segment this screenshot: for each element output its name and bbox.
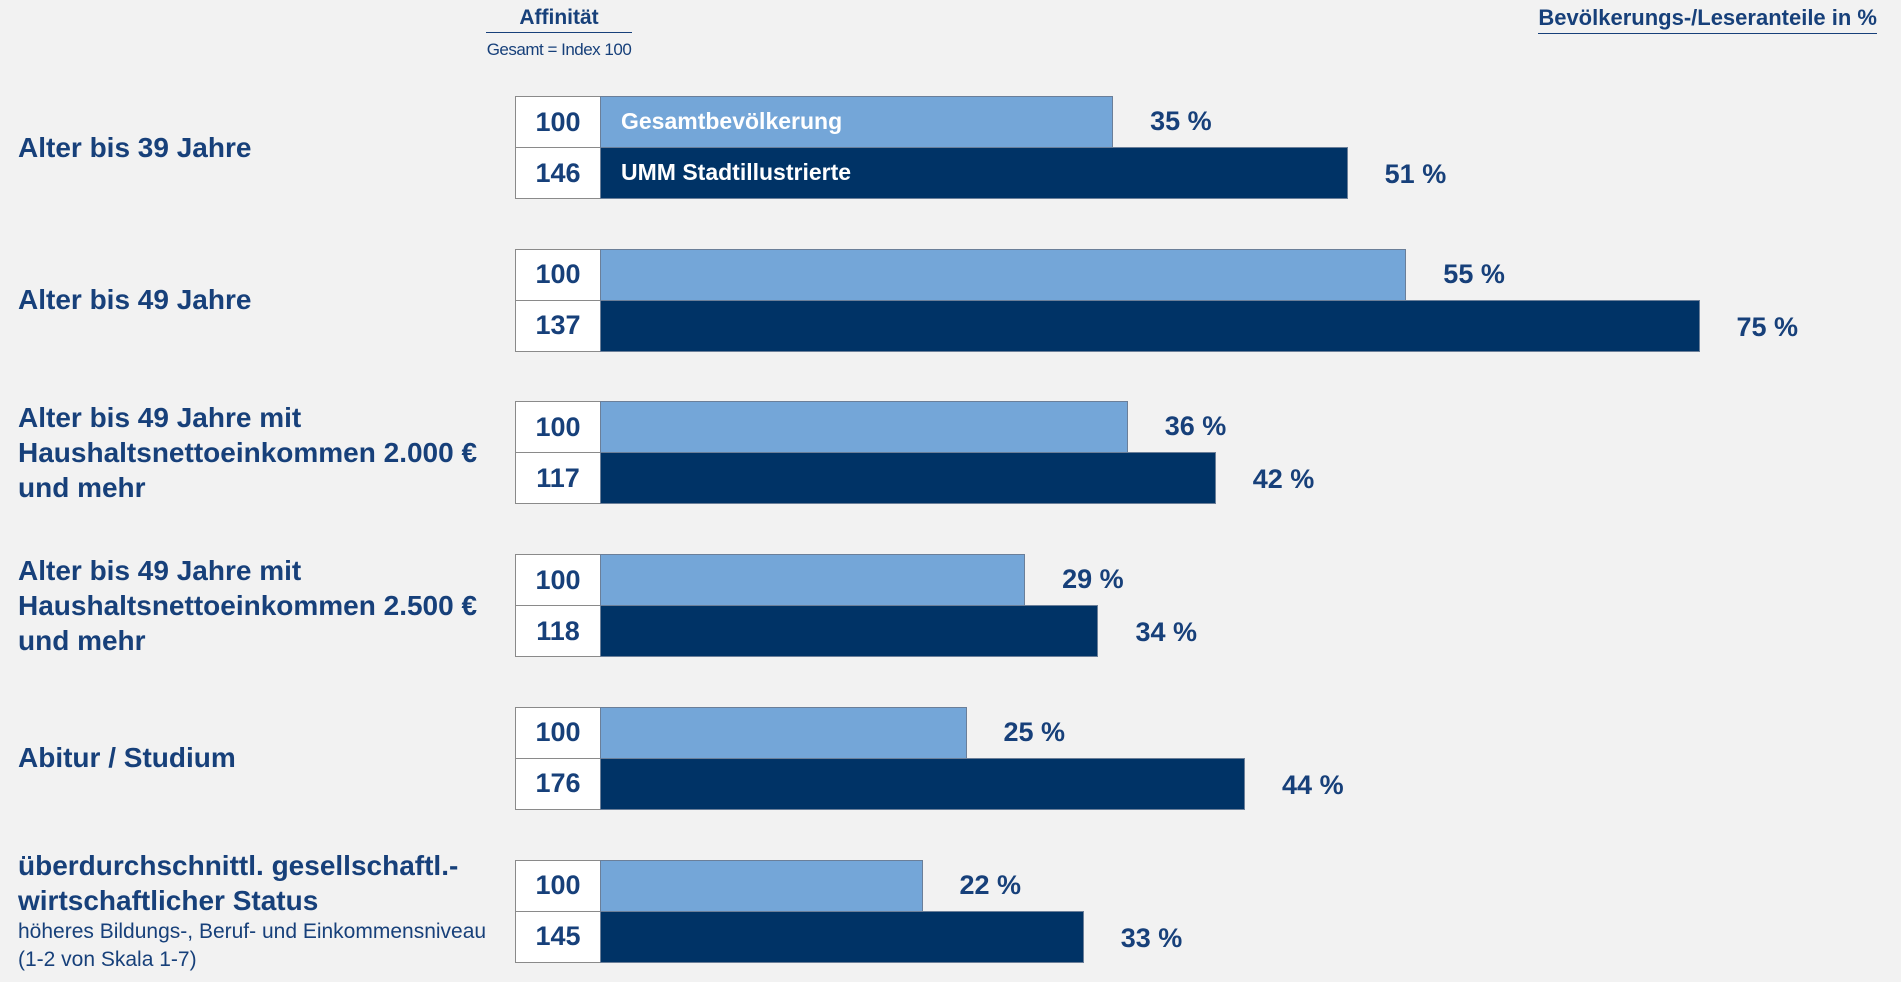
affinity-index: 146: [515, 147, 601, 199]
value-label: 36 %: [1164, 411, 1227, 442]
affinity-subtitle: Gesamt = Index 100: [486, 40, 632, 59]
value-label: 22 %: [959, 869, 1022, 900]
legend-label: UMM Stadtillustrierte: [621, 159, 852, 185]
bar: [600, 452, 1216, 505]
category-label: Alter bis 39 Jahre: [18, 76, 493, 218]
affinity-index: 118: [515, 605, 601, 658]
value-label: 34 %: [1135, 617, 1197, 648]
bar: [600, 299, 1700, 352]
category-text: Abitur / Studium: [18, 742, 236, 774]
category-label: Abitur / Studium: [18, 687, 493, 829]
affinity-index: 100: [515, 554, 601, 607]
affinity-index: 117: [515, 452, 601, 505]
bar: [600, 706, 967, 759]
category-text: Alter bis 39 Jahre: [18, 131, 252, 163]
category-label: überdurchschnittl. gesellschaftl.-wirtsc…: [18, 840, 493, 982]
value-label: 33 %: [1120, 922, 1183, 953]
bar: [600, 757, 1246, 810]
affinity-index: 100: [515, 96, 601, 148]
affinity-index: 100: [515, 859, 601, 912]
category-note: höheres Bildungs-, Beruf- und Einkommens…: [18, 919, 487, 971]
value-label: 75 %: [1736, 311, 1799, 342]
legend-label: Gesamtbevölkerung: [621, 108, 843, 134]
value-label: 25 %: [1003, 716, 1066, 747]
value-label: 44 %: [1282, 769, 1344, 800]
bar: [600, 96, 1114, 148]
bar: [600, 910, 1084, 963]
affinity-index: 176: [515, 757, 601, 810]
bar: [600, 605, 1099, 658]
affinity-index: 145: [515, 910, 601, 963]
bar: [600, 859, 923, 912]
bar: [600, 147, 1348, 199]
affinity-index: 137: [515, 299, 601, 352]
value-label: 42 %: [1252, 464, 1315, 495]
category-label: Alter bis 49 Jahre mit Haushaltsnettoein…: [18, 534, 493, 676]
value-label: 51 %: [1384, 159, 1447, 189]
value-label: 29 %: [1062, 564, 1124, 595]
category-label: Alter bis 49 Jahre mit Haushaltsnettoein…: [18, 381, 493, 523]
bar: [600, 554, 1026, 607]
affinity-index: 100: [515, 248, 601, 301]
value-label: 55 %: [1443, 258, 1505, 289]
category-text: Alter bis 49 Jahre mit Haushaltsnettoein…: [18, 554, 478, 656]
category-text: Alter bis 49 Jahre mit Haushaltsnettoein…: [18, 401, 478, 503]
affinity-index: 100: [515, 401, 601, 454]
value-label: 35 %: [1150, 106, 1212, 136]
affinity-title: Affinität: [486, 6, 632, 33]
chart-title: Bevölkerungs-/Leseranteile in %: [1538, 5, 1877, 34]
affinity-index: 100: [515, 706, 601, 759]
bar: [600, 401, 1128, 454]
category-label: Alter bis 49 Jahre: [18, 229, 493, 371]
category-text: überdurchschnittl. gesellschaftl.-wirtsc…: [18, 849, 459, 916]
bar: [600, 248, 1407, 301]
category-text: Alter bis 49 Jahre: [18, 284, 252, 316]
